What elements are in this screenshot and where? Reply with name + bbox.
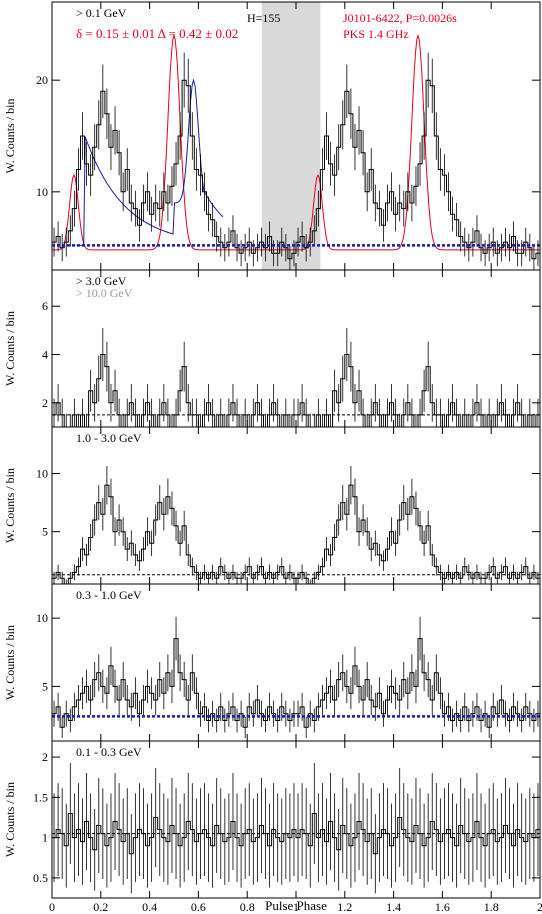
y-tick-label: 5	[42, 525, 48, 539]
panel-0.3-1gev: 5 10 W. Counts / bin 0.3 - 1.0 GeV	[3, 583, 541, 742]
energy-band-label: 0.3 - 1.0 GeV	[76, 588, 142, 602]
x-tick-label: 1.8	[484, 900, 499, 914]
counts-histogram	[52, 354, 540, 428]
energy-band-label: 1.0 - 3.0 GeV	[76, 431, 142, 445]
energy-band-label: 0.1 - 0.3 GeV	[76, 745, 142, 759]
y-tick-label: 2	[42, 396, 48, 410]
counts-histogram	[52, 813, 540, 855]
x-tick-label: 0.6	[191, 900, 206, 914]
h-test-label: H=155	[247, 11, 280, 25]
x-tick-label: 0.4	[142, 900, 157, 914]
x-axis-label: Pulse Phase	[265, 898, 327, 913]
pulsar-name-label: J0101-6422, P=0.0026s	[343, 11, 457, 25]
x-tick-label: 1.2	[337, 900, 352, 914]
energy-band-label-secondary: > 10.0 GeV	[76, 286, 133, 300]
x-tick-label: 1	[293, 900, 299, 914]
counts-histogram	[52, 638, 540, 728]
y-axis-label: W. Counts / bin	[3, 311, 17, 386]
y-tick-label: 20	[36, 73, 48, 87]
x-tick-label: 2	[537, 900, 542, 914]
y-tick-label: 5	[42, 679, 48, 693]
y-axis-label: W. Counts / bin	[3, 625, 17, 700]
offpulse-region	[261, 2, 321, 270]
x-tick-label: 0.2	[93, 900, 108, 914]
x-tick-label: 1.4	[386, 900, 401, 914]
panel-frame	[51, 740, 541, 899]
y-tick-label: 10	[36, 611, 48, 625]
y-axis-label: W. Counts / bin	[3, 468, 17, 543]
radio-profile-label: PKS 1.4 GHz	[343, 27, 409, 41]
x-tick-label: 0	[49, 900, 55, 914]
x-tick-label: 0.8	[240, 900, 255, 914]
y-tick-label: 1	[42, 831, 48, 845]
y-axis-label: W. Counts / bin	[3, 782, 17, 857]
energy-band-label: > 3.0 GeV	[76, 274, 127, 288]
counts-histogram	[52, 484, 540, 585]
panel-0.1-0.3gev: 0.5 1 1.5 2 0 0.2 0.4 0.6 0.8 1 1.2 1.4 1.6 1.8 2 W. Co…	[3, 740, 542, 914]
y-tick-label: 1.5	[33, 790, 48, 804]
y-tick-label: 2	[42, 750, 48, 764]
panel-frame	[51, 426, 541, 585]
panel-3gev: 2 4 6 W. Counts / bin > 3.0 GeV> 10.0 GeV	[3, 269, 541, 428]
y-tick-label: 4	[42, 348, 48, 362]
y-tick-label: 6	[42, 299, 48, 313]
x-tick-label: 1.6	[435, 900, 450, 914]
y-axis-label: W. Counts / bin	[3, 99, 17, 174]
fit-parameters-label: δ = 0.15 ± 0.01 Δ = 0.42 ± 0.02	[76, 26, 238, 41]
panel-1-3gev: 5 10 W. Counts / bin 1.0 - 3.0 GeV	[3, 426, 541, 585]
energy-band-label: > 0.1 GeV	[76, 6, 127, 20]
y-tick-label: 0.5	[33, 871, 48, 885]
panel-top: 10 20 W. Counts / bin > 0.1 GeV H=155 δ = 0.1…	[3, 1, 541, 271]
y-tick-label: 10	[36, 185, 48, 199]
model-curve-line	[76, 78, 224, 246]
y-tick-label: 10	[36, 467, 48, 481]
